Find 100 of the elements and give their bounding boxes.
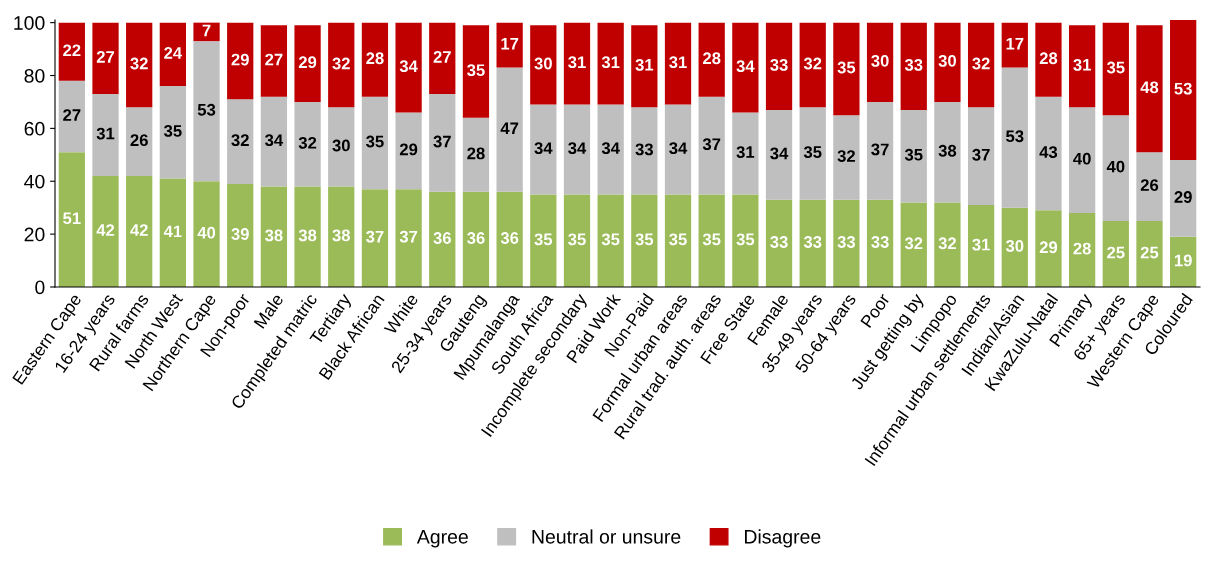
data-label: 28 (1073, 242, 1091, 255)
data-label: 29 (298, 56, 317, 69)
bar (563, 194, 591, 287)
data-label: 35 (702, 233, 721, 246)
data-label: 36 (467, 232, 485, 244)
data-label: 32 (972, 57, 990, 70)
data-label: 40 (197, 226, 216, 239)
data-label: 33 (635, 143, 654, 156)
bar (833, 199, 860, 287)
data-label: 28 (366, 52, 384, 65)
bar (1102, 220, 1129, 287)
data-label: 31 (1073, 58, 1091, 71)
bar (227, 183, 254, 287)
data-label: 34 (265, 134, 284, 147)
data-label: 28 (703, 52, 721, 65)
data-label: 37 (399, 230, 418, 243)
data-label: 35 (904, 148, 923, 161)
bar (1001, 67, 1028, 208)
data-label: 35 (163, 125, 182, 137)
bar (530, 194, 557, 287)
data-label: 7 (202, 24, 211, 37)
data-label: 47 (500, 122, 519, 135)
bar (1001, 22, 1028, 68)
data-label: 34 (736, 60, 755, 73)
bar (126, 107, 153, 176)
data-label: 30 (938, 54, 957, 67)
bar (1102, 115, 1129, 221)
bar (1035, 96, 1062, 211)
data-label: 30 (332, 139, 350, 152)
data-label: 25 (1107, 246, 1125, 259)
data-label: 30 (1005, 240, 1024, 252)
bar (159, 22, 186, 87)
bar (294, 101, 321, 187)
bar (429, 22, 456, 95)
data-label: 53 (197, 103, 216, 116)
bar (967, 205, 995, 287)
bar (900, 109, 927, 203)
bar (1170, 20, 1197, 161)
data-label: 22 (63, 44, 81, 57)
bar (597, 194, 624, 287)
data-label: 37 (972, 148, 990, 161)
bar (294, 25, 321, 102)
data-label: 31 (736, 146, 755, 158)
bar (698, 194, 725, 287)
bar (934, 202, 961, 287)
legend-label: Agree (416, 530, 468, 548)
bar (799, 22, 826, 108)
data-label: 39 (231, 228, 249, 240)
data-label: 31 (96, 127, 115, 140)
bar (429, 191, 456, 287)
bar (58, 80, 85, 153)
bar (193, 22, 220, 42)
bar (1170, 160, 1197, 237)
bar (159, 86, 186, 179)
data-label: 35 (366, 135, 384, 148)
bar (260, 25, 288, 97)
bar (967, 107, 995, 206)
bar (328, 107, 355, 187)
data-label: 34 (399, 60, 418, 73)
data-label: 34 (568, 142, 587, 155)
bar (126, 22, 153, 108)
data-label: 32 (231, 134, 249, 147)
data-label: 32 (904, 237, 923, 250)
data-label: 38 (265, 229, 283, 242)
bar (698, 96, 725, 195)
bar (1102, 22, 1129, 116)
bar (833, 22, 860, 116)
bar (799, 199, 826, 287)
bar (1136, 220, 1163, 287)
bar (799, 107, 826, 200)
data-label: 17 (1006, 37, 1024, 50)
bar (967, 22, 995, 108)
bar (227, 99, 254, 184)
bar (159, 178, 186, 287)
data-label: 33 (803, 236, 822, 248)
data-label: 32 (332, 57, 350, 70)
data-label: 31 (568, 56, 586, 69)
bar (765, 22, 793, 110)
data-label: 35 (635, 233, 654, 246)
bar (597, 104, 624, 195)
bar (227, 22, 254, 100)
bar (294, 186, 321, 287)
bar (1035, 22, 1062, 97)
data-label: 35 (803, 146, 822, 158)
data-label: 27 (265, 53, 283, 66)
bar (496, 191, 523, 287)
bar (92, 94, 119, 176)
bar (664, 22, 692, 105)
legend-label: Neutral or unsure (532, 529, 681, 544)
data-label: 29 (231, 53, 249, 66)
bar (328, 186, 355, 287)
bar (361, 22, 389, 97)
data-label: 35 (601, 233, 620, 246)
bar (765, 199, 793, 287)
data-label: 38 (298, 229, 317, 242)
data-label: 28 (467, 147, 485, 160)
bar (1069, 107, 1096, 213)
data-label: 34 (534, 142, 553, 155)
bar (260, 186, 288, 287)
bar (126, 175, 153, 287)
